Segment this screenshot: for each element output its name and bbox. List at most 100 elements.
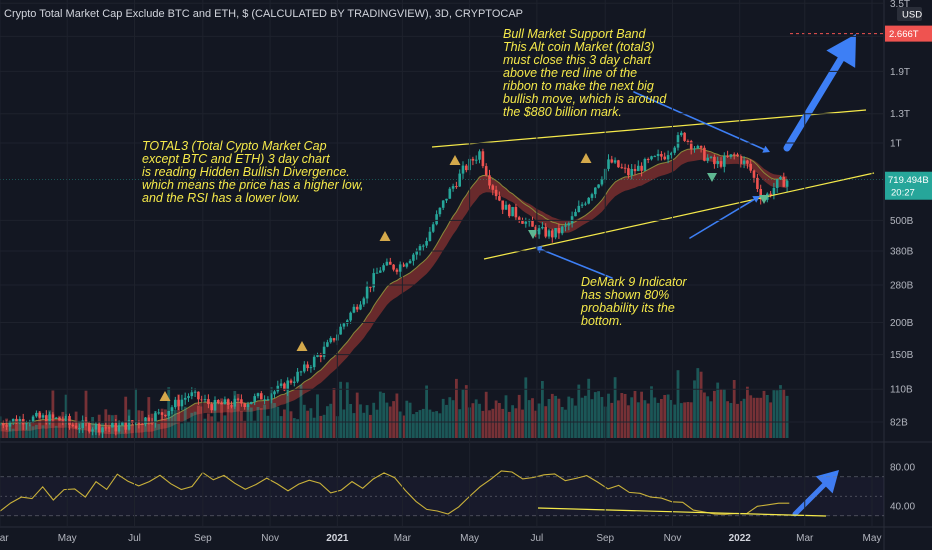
volume-bar	[570, 398, 574, 438]
candle-body	[706, 157, 709, 161]
annotation-divergence: TOTAL3 (Total Cypto Market Cap except BT…	[142, 139, 364, 205]
volume-bar	[673, 404, 677, 438]
volume-bar	[316, 394, 319, 438]
candle-body	[613, 160, 617, 163]
volume-bar	[425, 385, 428, 438]
annotation-demark: DeMark 9 Indicator has shown 80% probabi…	[581, 275, 687, 328]
volume-bar	[246, 404, 250, 438]
volume-bar	[38, 411, 42, 438]
candle-body	[732, 154, 736, 156]
candle-body	[640, 165, 643, 171]
candle-body	[759, 189, 762, 200]
volume-bar	[233, 391, 237, 438]
candle-body	[260, 393, 263, 400]
volume-bar	[259, 408, 263, 438]
volume-bar	[306, 410, 309, 438]
volume-bar	[650, 386, 653, 438]
candle-body	[504, 204, 508, 210]
demark-arrow-right	[689, 196, 760, 239]
candle-body	[402, 264, 405, 267]
candle-body	[253, 396, 256, 402]
arrow-shaft	[783, 55, 845, 152]
volume-bar	[359, 404, 362, 438]
volume-bar	[309, 408, 313, 438]
candle-body	[276, 385, 280, 392]
volume-bar	[531, 398, 534, 438]
candle-body	[306, 364, 309, 369]
candle-body	[756, 177, 759, 189]
volume-bar	[613, 377, 617, 438]
volume-bar	[11, 428, 15, 438]
volume-bar	[765, 395, 769, 438]
candle-body	[28, 422, 32, 424]
volume-bar	[593, 392, 597, 438]
price-tick-label: 500B	[890, 216, 914, 227]
volume-bar	[249, 407, 253, 438]
volume-bar	[124, 396, 128, 438]
volume-bar	[173, 410, 177, 438]
candle-body	[240, 399, 243, 404]
candle-body	[187, 396, 190, 398]
time-tick-label: Sep	[194, 533, 212, 544]
volume-bar	[517, 394, 521, 438]
volume-bar	[501, 408, 505, 438]
volume-bar	[729, 403, 733, 438]
candle-body	[94, 423, 98, 430]
volume-bar	[312, 417, 316, 438]
price-tick-label: 1.3T	[890, 109, 910, 120]
candle-body	[309, 367, 313, 369]
candle-body	[683, 132, 686, 141]
last-price-label: 719.494B	[888, 175, 929, 186]
volume-bar	[633, 391, 637, 438]
rsi-line	[0, 470, 790, 515]
candle-body	[382, 265, 385, 271]
candle-body	[190, 392, 194, 397]
candle-body	[58, 417, 61, 421]
volume-bar	[703, 392, 706, 438]
arrow-head	[826, 34, 856, 68]
volume-bar	[375, 409, 379, 438]
candle-body	[51, 414, 55, 418]
candle-body	[600, 179, 604, 185]
volume-bar	[474, 399, 478, 438]
candle-body	[389, 261, 392, 265]
candle-body	[346, 320, 349, 324]
candle-body	[709, 156, 713, 158]
price-tick-label: 3.5T	[890, 0, 910, 10]
volume-bar	[157, 424, 161, 438]
candle-body	[104, 427, 108, 429]
candle-body	[418, 246, 422, 252]
candle-body	[445, 198, 448, 201]
countdown-label: 20:27	[891, 188, 915, 199]
candle-body	[375, 272, 379, 274]
demark-sell-marker	[449, 155, 461, 165]
candle-body	[170, 407, 174, 411]
volume-bar	[292, 418, 296, 438]
candle-body	[643, 159, 647, 171]
volume-bar	[521, 409, 524, 438]
rsi-arrow	[792, 470, 839, 517]
volume-bar	[524, 377, 528, 438]
volume-bar	[418, 410, 422, 438]
volume-bar	[289, 411, 293, 438]
candle-body	[18, 419, 22, 424]
candle-body	[541, 226, 544, 229]
candle-body	[680, 132, 683, 136]
rsi-tick-label: 80.00	[890, 463, 915, 474]
candle-body	[45, 415, 48, 424]
candle-body	[379, 270, 382, 273]
candle-body	[15, 418, 18, 424]
candle-body	[385, 261, 389, 266]
candle-body	[398, 264, 402, 272]
candle-body	[610, 159, 614, 163]
volume-bar	[339, 381, 342, 438]
candle-body	[752, 170, 756, 178]
candle-body	[220, 403, 223, 405]
candle-body	[415, 251, 418, 255]
price-tick-label: 280B	[890, 281, 914, 292]
volume-bar	[134, 388, 137, 438]
volume-bar	[779, 385, 782, 438]
time-tick-label: 2022	[729, 533, 752, 544]
volume-bar	[421, 408, 425, 438]
